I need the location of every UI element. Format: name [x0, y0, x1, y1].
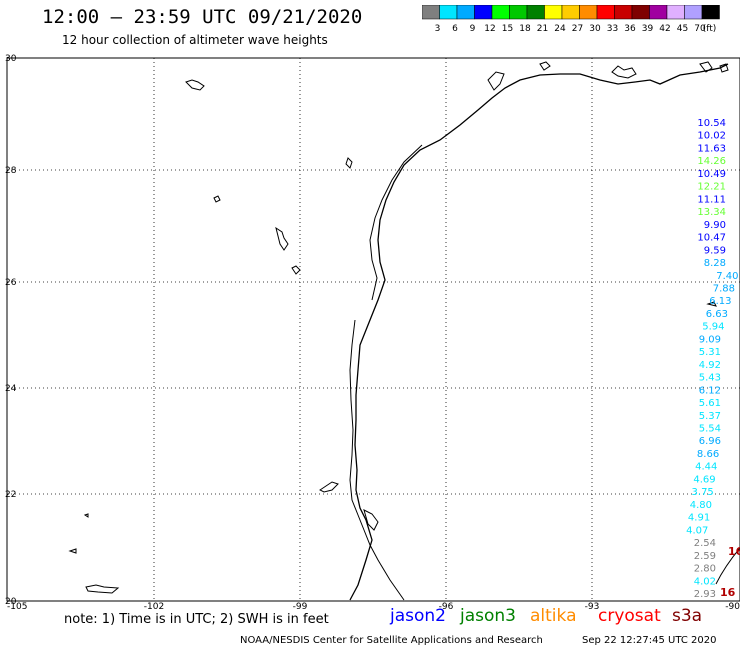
lon-tick-label: -105 [7, 602, 27, 610]
colorbar-label: 21 [537, 24, 548, 34]
satellite-label-cryosat: cryosat [598, 606, 661, 626]
wave-height-value: 4.80 [690, 500, 712, 511]
high-wave-value: 16 [728, 545, 740, 558]
lon-tick-label: -93 [585, 602, 600, 610]
lon-tick-label: -99 [293, 602, 308, 610]
colorbar-label: 6 [452, 24, 458, 34]
wave-height-value: 4.02 [694, 576, 716, 587]
wave-height-value: 9.09 [699, 334, 721, 345]
satellite-label-s3a: s3a [672, 606, 703, 626]
texas-mexico-coastline [68, 61, 740, 601]
map-subtitle: 12 hour collection of altimeter wave hei… [62, 33, 328, 47]
wave-height-value: 9.90 [704, 220, 726, 231]
wave-height-value: 10.02 [697, 131, 726, 142]
credit-line: NOAA/NESDIS Center for Satellite Applica… [240, 635, 543, 646]
wave-height-value: 2.59 [694, 551, 716, 562]
wave-height-value: 6.12 [699, 385, 721, 396]
axis-tick-labels: -105 -102 -99 -96 -93 -90 30 28 26 24 22 20 [5, 54, 740, 610]
colorbar-label: 15 [502, 24, 513, 34]
wave-height-value: 4.92 [699, 360, 721, 371]
colorbar-label: 27 [572, 24, 583, 34]
colorbar-label: 39 [642, 24, 654, 34]
wave-height-value: 4.44 [695, 462, 717, 473]
colorbar-label: 42 [659, 24, 670, 34]
wave-height-value: 4.69 [693, 474, 715, 485]
wave-height-value: 5.43 [699, 373, 721, 384]
lat-tick-label: 26 [5, 278, 17, 288]
wave-height-value: 5.61 [699, 398, 721, 409]
wave-height-value: 5.54 [699, 424, 721, 435]
wave-height-value: 5.31 [699, 347, 721, 358]
wave-height-value: 10.47 [697, 233, 726, 244]
wave-height-value: 4.91 [688, 513, 710, 524]
graticule [7, 58, 740, 601]
wave-height-value: 14.26 [697, 156, 726, 167]
lon-tick-label: -102 [144, 602, 164, 610]
wave-height-value: 4.07 [686, 525, 708, 536]
colorbar-label: 18 [519, 24, 531, 34]
lat-tick-label: 22 [5, 490, 16, 500]
wave-height-value: 3.75 [692, 487, 714, 498]
wave-height-value: 11.11 [697, 194, 726, 205]
colorbar-unit: (ft) [703, 24, 717, 34]
colorbar-label: 36 [624, 24, 636, 34]
lon-tick-label: -96 [439, 602, 454, 610]
wave-height-value: 8.66 [697, 449, 719, 460]
wave-height-value: 6.96 [699, 436, 721, 447]
lat-tick-label: 30 [5, 54, 17, 64]
lat-tick-label: 20 [5, 597, 17, 607]
wave-height-value: 9.59 [704, 245, 726, 256]
wave-height-value: 6.63 [706, 309, 728, 320]
satellite-label-jason2: jason2 [390, 606, 446, 626]
wave-height-value: 7.88 [713, 283, 735, 294]
colorbar-label: 70 [694, 24, 706, 34]
wave-height-value: 11.63 [697, 143, 726, 154]
colorbar-label: 45 [677, 24, 688, 34]
map-frame [6, 57, 740, 602]
lat-tick-label: 28 [5, 166, 17, 176]
legend-note: note: 1) Time is in UTC; 2) SWH is in fe… [64, 612, 329, 627]
wave-height-value: 2.54 [694, 538, 716, 549]
colorbar-label: 33 [607, 24, 618, 34]
wave-height-value: 5.37 [699, 411, 721, 422]
colorbar-label: 9 [470, 24, 476, 34]
wave-height-value: 10.54 [697, 118, 726, 129]
wave-height-value: 12.21 [697, 182, 726, 193]
high-wave-value: 16 [720, 586, 736, 599]
satellite-label-jason3: jason3 [460, 606, 516, 626]
colorbar-label: 24 [554, 24, 566, 34]
wave-height-value: 7.40 [716, 271, 738, 282]
wave-height-value: 2.93 [694, 589, 716, 600]
map-title: 12:00 – 23:59 UTC 09/21/2020 [42, 6, 363, 28]
lon-tick-label: -90 [725, 602, 740, 610]
wave-height-value: 8.28 [704, 258, 726, 269]
wave-height-value: 5.94 [702, 322, 724, 333]
colorbar-legend: 3 6 9 12 15 18 21 24 27 30 33 36 39 42 45 70(ft) [422, 5, 720, 34]
generation-timestamp: Sep 22 12:27:45 UTC 2020 [582, 635, 717, 646]
satellite-label-altika: altika [530, 606, 577, 626]
lat-tick-label: 24 [5, 384, 17, 394]
wave-height-value: 2.80 [694, 564, 716, 575]
wave-height-value: 13.34 [697, 207, 726, 218]
wave-height-value: 10.49 [697, 169, 726, 180]
colorbar-label: 30 [589, 24, 601, 34]
colorbar-label: 3 [435, 24, 441, 34]
wave-height-value: 6.13 [709, 296, 731, 307]
colorbar-label: 12 [484, 24, 495, 34]
colorbar-swatch [701, 5, 720, 20]
